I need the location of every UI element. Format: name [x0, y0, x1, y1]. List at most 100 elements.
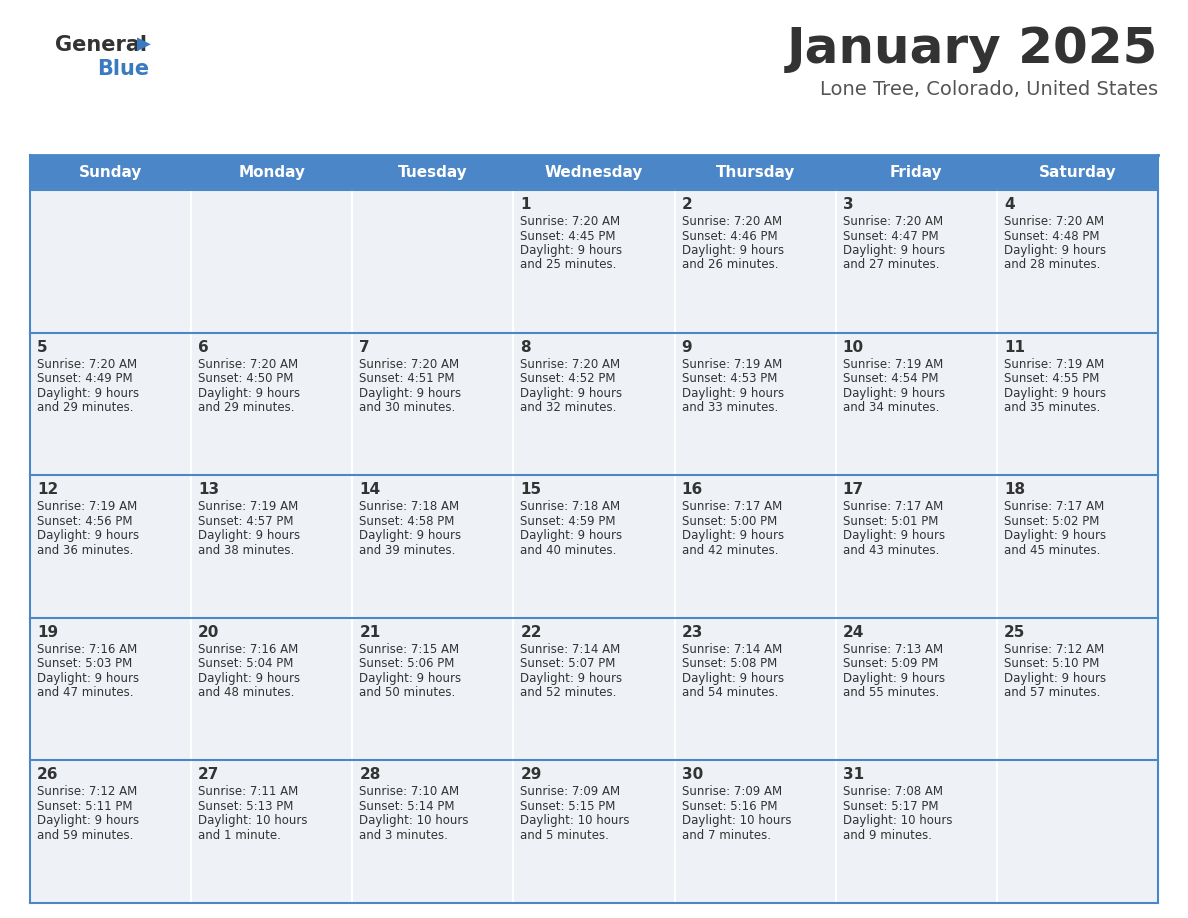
- Bar: [191, 760, 353, 903]
- Bar: [513, 476, 675, 618]
- Text: Daylight: 10 hours: Daylight: 10 hours: [520, 814, 630, 827]
- Text: and 48 minutes.: and 48 minutes.: [198, 687, 295, 700]
- Text: Daylight: 9 hours: Daylight: 9 hours: [682, 672, 784, 685]
- Text: 6: 6: [198, 340, 209, 354]
- Text: 4: 4: [1004, 197, 1015, 212]
- Text: 7: 7: [359, 340, 369, 354]
- Bar: [191, 190, 353, 332]
- Text: and 7 minutes.: and 7 minutes.: [682, 829, 771, 842]
- Text: and 28 minutes.: and 28 minutes.: [1004, 259, 1100, 272]
- Text: Sunrise: 7:18 AM: Sunrise: 7:18 AM: [359, 500, 460, 513]
- Text: Daylight: 9 hours: Daylight: 9 hours: [1004, 244, 1106, 257]
- Text: Sunrise: 7:10 AM: Sunrise: 7:10 AM: [359, 786, 460, 799]
- Text: 20: 20: [198, 625, 220, 640]
- Text: Sunset: 4:50 PM: Sunset: 4:50 PM: [198, 372, 293, 385]
- Text: Sunset: 5:09 PM: Sunset: 5:09 PM: [842, 657, 939, 670]
- Text: Daylight: 9 hours: Daylight: 9 hours: [198, 529, 301, 543]
- Text: 25: 25: [1004, 625, 1025, 640]
- Bar: [353, 476, 513, 618]
- Text: and 39 minutes.: and 39 minutes.: [359, 543, 456, 556]
- Text: and 45 minutes.: and 45 minutes.: [1004, 543, 1100, 556]
- Text: Sunrise: 7:12 AM: Sunrise: 7:12 AM: [1004, 643, 1104, 655]
- Text: and 29 minutes.: and 29 minutes.: [37, 401, 133, 414]
- Text: Blue: Blue: [97, 59, 150, 79]
- Text: 13: 13: [198, 482, 220, 498]
- Text: Sunset: 4:52 PM: Sunset: 4:52 PM: [520, 372, 615, 385]
- Text: 11: 11: [1004, 340, 1025, 354]
- Text: Sunset: 5:15 PM: Sunset: 5:15 PM: [520, 800, 615, 813]
- Bar: [835, 155, 997, 190]
- Text: 21: 21: [359, 625, 380, 640]
- Text: Friday: Friday: [890, 165, 942, 180]
- Text: and 3 minutes.: and 3 minutes.: [359, 829, 448, 842]
- Text: 10: 10: [842, 340, 864, 354]
- Text: Sunrise: 7:14 AM: Sunrise: 7:14 AM: [520, 643, 620, 655]
- Bar: [30, 618, 191, 760]
- Text: Daylight: 9 hours: Daylight: 9 hours: [842, 672, 944, 685]
- Text: 29: 29: [520, 767, 542, 782]
- Text: Sunrise: 7:09 AM: Sunrise: 7:09 AM: [682, 786, 782, 799]
- Text: Daylight: 9 hours: Daylight: 9 hours: [1004, 386, 1106, 399]
- Text: 3: 3: [842, 197, 853, 212]
- Bar: [835, 618, 997, 760]
- Text: Sunrise: 7:13 AM: Sunrise: 7:13 AM: [842, 643, 943, 655]
- Text: and 33 minutes.: and 33 minutes.: [682, 401, 778, 414]
- Text: Monday: Monday: [239, 165, 305, 180]
- Text: Tuesday: Tuesday: [398, 165, 468, 180]
- Text: Sunrise: 7:09 AM: Sunrise: 7:09 AM: [520, 786, 620, 799]
- Text: and 26 minutes.: and 26 minutes.: [682, 259, 778, 272]
- Text: and 50 minutes.: and 50 minutes.: [359, 687, 455, 700]
- Text: and 36 minutes.: and 36 minutes.: [37, 543, 133, 556]
- Text: 22: 22: [520, 625, 542, 640]
- Text: Daylight: 10 hours: Daylight: 10 hours: [359, 814, 469, 827]
- Text: Sunrise: 7:17 AM: Sunrise: 7:17 AM: [682, 500, 782, 513]
- Text: Sunset: 4:58 PM: Sunset: 4:58 PM: [359, 515, 455, 528]
- Text: Sunset: 5:03 PM: Sunset: 5:03 PM: [37, 657, 132, 670]
- Text: and 40 minutes.: and 40 minutes.: [520, 543, 617, 556]
- Bar: [675, 760, 835, 903]
- Text: Sunrise: 7:19 AM: Sunrise: 7:19 AM: [1004, 358, 1104, 371]
- Text: 1: 1: [520, 197, 531, 212]
- Text: Sunset: 5:01 PM: Sunset: 5:01 PM: [842, 515, 939, 528]
- Text: 15: 15: [520, 482, 542, 498]
- Bar: [997, 476, 1158, 618]
- Text: 19: 19: [37, 625, 58, 640]
- Bar: [997, 190, 1158, 332]
- Bar: [191, 332, 353, 476]
- Text: Sunrise: 7:20 AM: Sunrise: 7:20 AM: [1004, 215, 1104, 228]
- Text: Sunset: 5:02 PM: Sunset: 5:02 PM: [1004, 515, 1099, 528]
- Text: 30: 30: [682, 767, 703, 782]
- Text: Sunset: 5:13 PM: Sunset: 5:13 PM: [198, 800, 293, 813]
- Text: Saturday: Saturday: [1038, 165, 1117, 180]
- Text: Sunset: 4:47 PM: Sunset: 4:47 PM: [842, 230, 939, 242]
- Bar: [513, 332, 675, 476]
- Bar: [191, 618, 353, 760]
- Text: Sunset: 5:08 PM: Sunset: 5:08 PM: [682, 657, 777, 670]
- Text: and 59 minutes.: and 59 minutes.: [37, 829, 133, 842]
- Text: Sunrise: 7:08 AM: Sunrise: 7:08 AM: [842, 786, 943, 799]
- Text: and 27 minutes.: and 27 minutes.: [842, 259, 940, 272]
- Text: Sunrise: 7:17 AM: Sunrise: 7:17 AM: [842, 500, 943, 513]
- Text: Sunset: 5:04 PM: Sunset: 5:04 PM: [198, 657, 293, 670]
- Text: Daylight: 9 hours: Daylight: 9 hours: [682, 386, 784, 399]
- Text: Daylight: 9 hours: Daylight: 9 hours: [520, 529, 623, 543]
- Text: 2: 2: [682, 197, 693, 212]
- Bar: [353, 760, 513, 903]
- Text: Sunrise: 7:20 AM: Sunrise: 7:20 AM: [682, 215, 782, 228]
- Text: Sunset: 5:14 PM: Sunset: 5:14 PM: [359, 800, 455, 813]
- Text: Daylight: 9 hours: Daylight: 9 hours: [359, 529, 461, 543]
- Text: Sunset: 5:11 PM: Sunset: 5:11 PM: [37, 800, 133, 813]
- Text: and 42 minutes.: and 42 minutes.: [682, 543, 778, 556]
- Text: ▶: ▶: [137, 35, 151, 53]
- Text: and 29 minutes.: and 29 minutes.: [198, 401, 295, 414]
- Bar: [513, 190, 675, 332]
- Text: Sunset: 5:00 PM: Sunset: 5:00 PM: [682, 515, 777, 528]
- Text: Daylight: 9 hours: Daylight: 9 hours: [520, 386, 623, 399]
- Text: Sunset: 4:46 PM: Sunset: 4:46 PM: [682, 230, 777, 242]
- Text: Sunset: 5:17 PM: Sunset: 5:17 PM: [842, 800, 939, 813]
- Text: and 30 minutes.: and 30 minutes.: [359, 401, 455, 414]
- Text: Sunrise: 7:20 AM: Sunrise: 7:20 AM: [842, 215, 943, 228]
- Text: Sunrise: 7:17 AM: Sunrise: 7:17 AM: [1004, 500, 1104, 513]
- Text: Sunset: 4:51 PM: Sunset: 4:51 PM: [359, 372, 455, 385]
- Text: Daylight: 9 hours: Daylight: 9 hours: [37, 814, 139, 827]
